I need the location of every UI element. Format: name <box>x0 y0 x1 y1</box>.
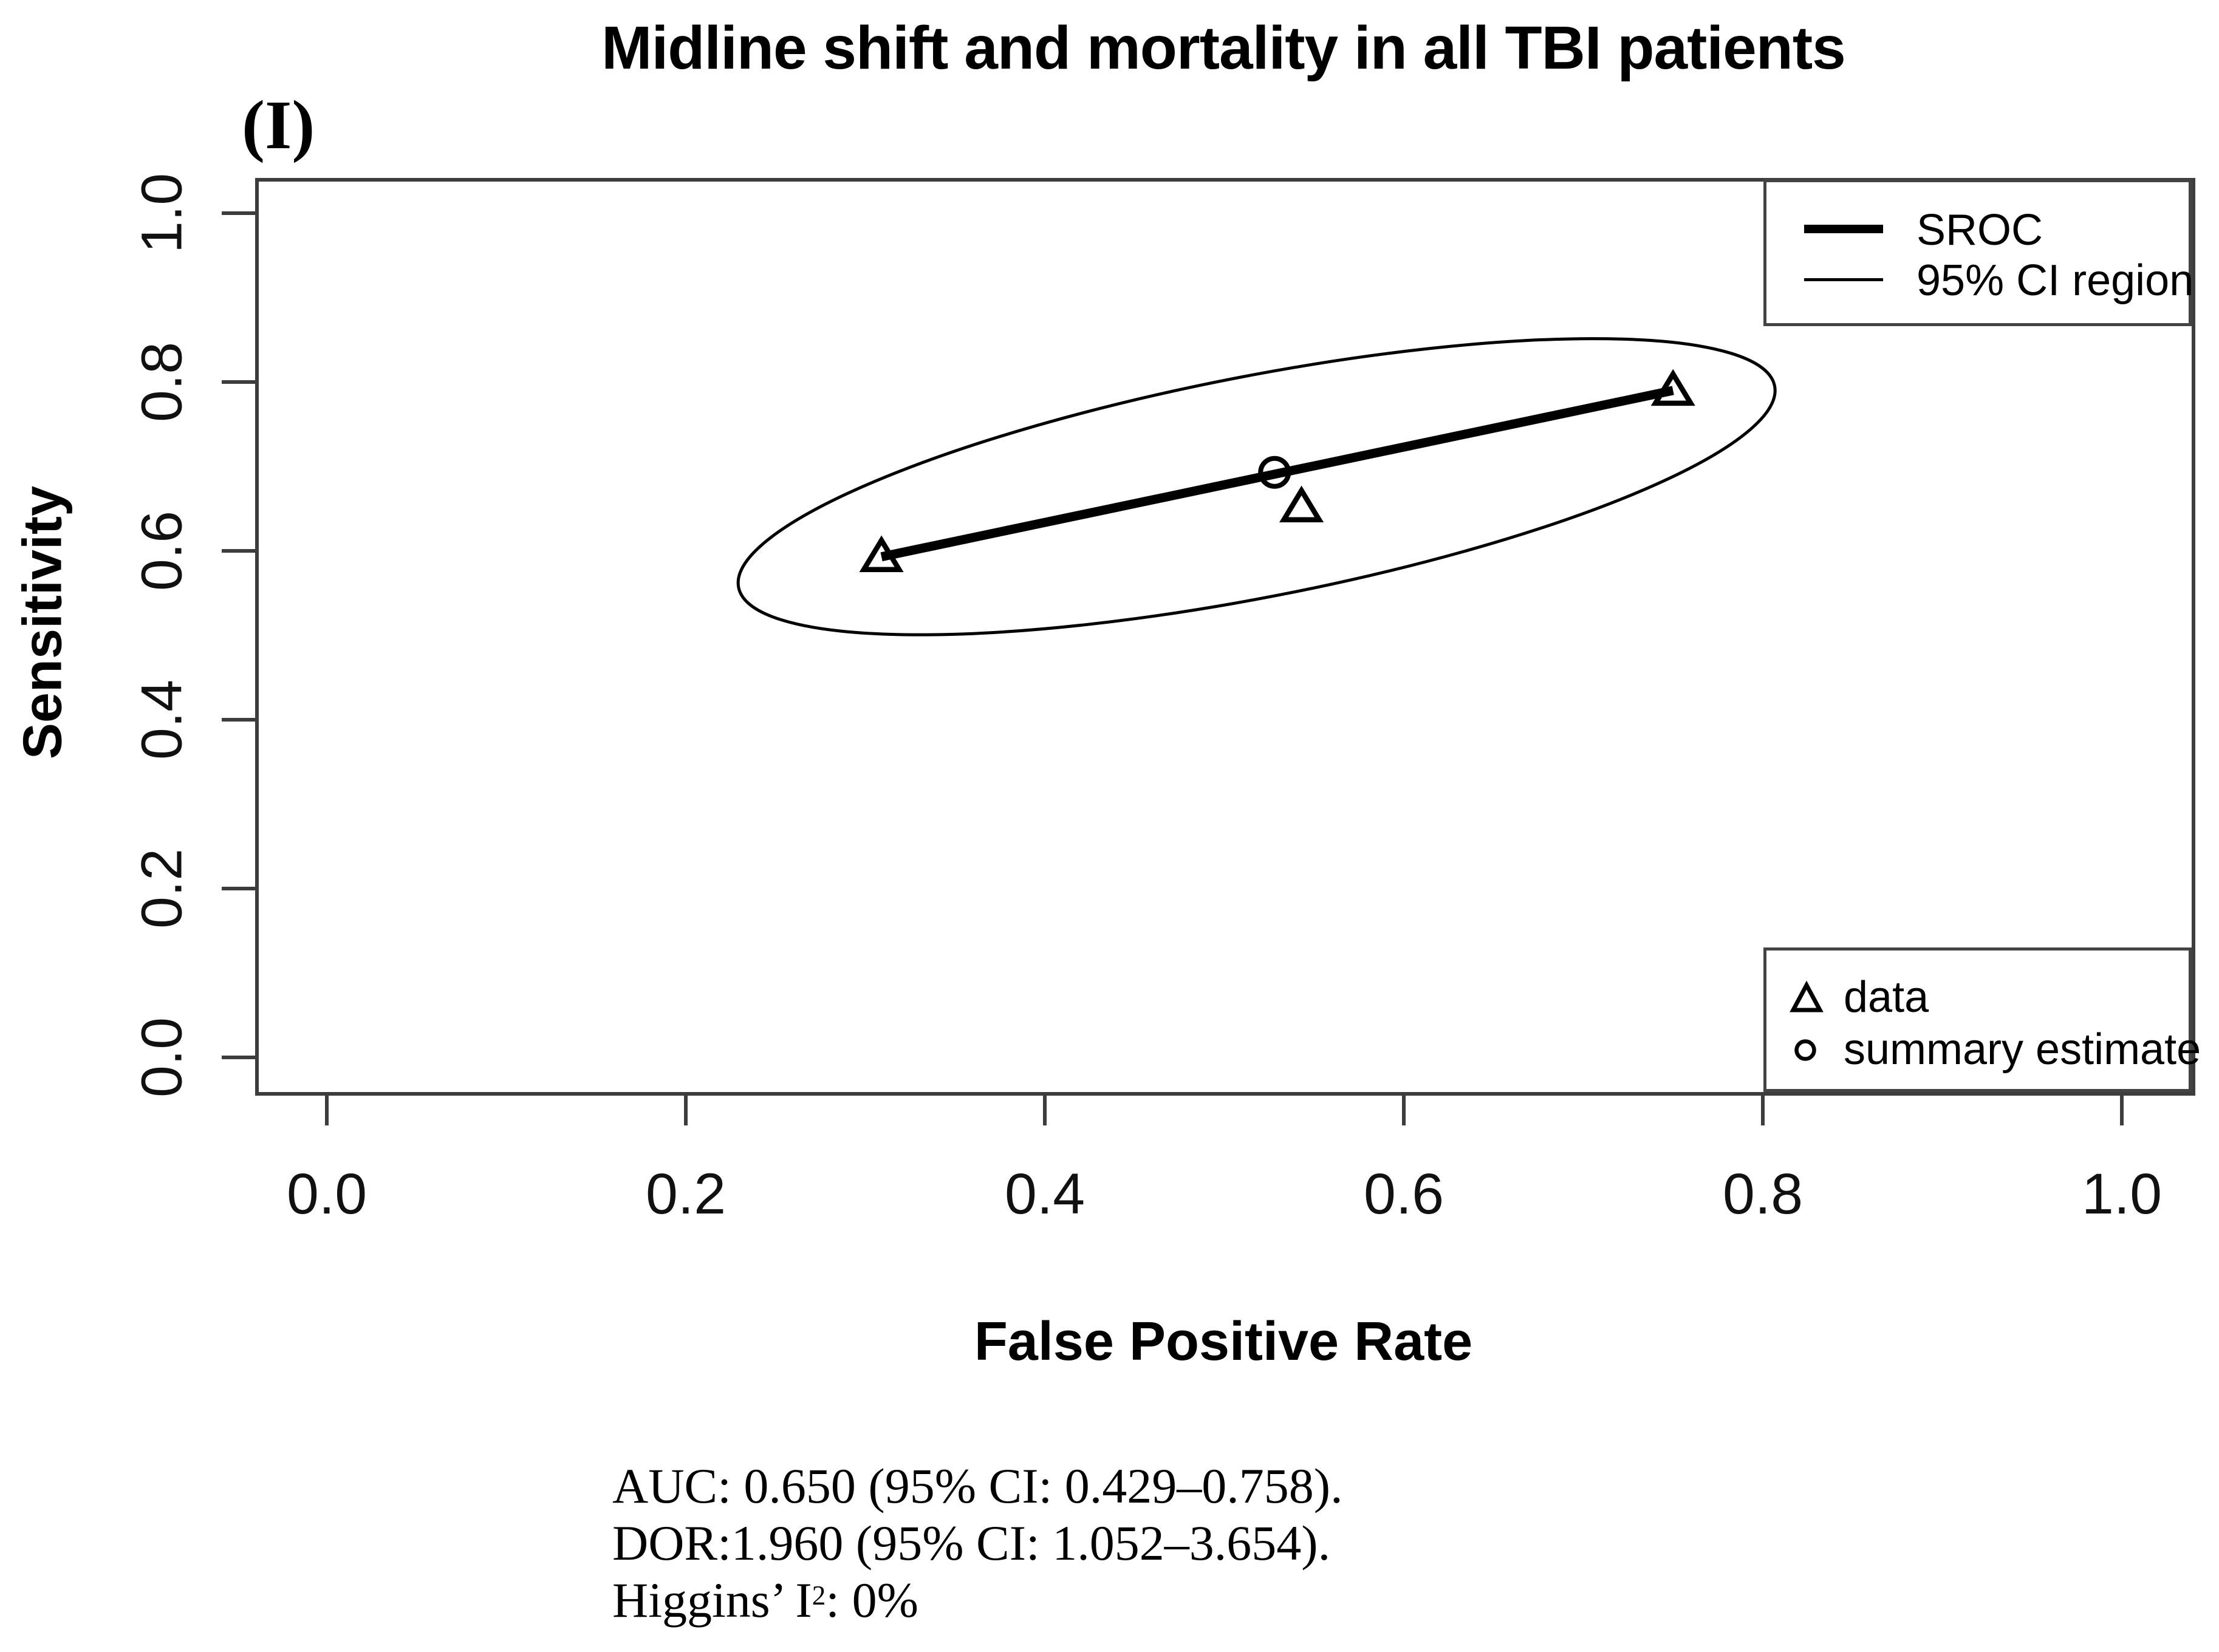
y-tick-label: 0.4 <box>129 679 194 760</box>
legend-summary-estimate-label: summary estimate <box>1844 1025 2201 1074</box>
x-tick-label: 0.0 <box>286 1162 368 1226</box>
y-tick-mark <box>222 718 255 722</box>
legend-sroc-box: SROC 95% CI region <box>1763 179 2194 326</box>
x-tick-label: 0.6 <box>1363 1162 1445 1226</box>
y-tick-label: 0.2 <box>129 848 194 929</box>
panel-label: (I) <box>242 86 315 163</box>
sroc-line <box>880 386 1674 562</box>
y-tick-label: 0.8 <box>129 341 194 423</box>
legend-points-box: data summary estimate <box>1763 947 2201 1092</box>
plot-frame <box>255 178 2195 1096</box>
x-tick-mark <box>1043 1092 1047 1125</box>
x-tick-mark <box>684 1092 688 1125</box>
x-tick-label: 0.8 <box>1722 1162 1804 1226</box>
x-tick-mark <box>1761 1092 1765 1125</box>
y-tick-label: 1.0 <box>129 172 194 254</box>
chart-title: Midline shift and mortality in all TBI p… <box>601 14 1846 82</box>
legend-data-label: data <box>1844 973 1929 1022</box>
higgins-suffix: : 0% <box>826 1572 918 1628</box>
y-tick-mark <box>222 887 255 890</box>
higgins-line: Higgins’ I2: 0% <box>612 1572 1343 1636</box>
higgins-prefix: Higgins’ I <box>612 1572 812 1628</box>
y-tick-label: 0.0 <box>129 1017 194 1098</box>
y-axis-title: Sensitivity <box>12 485 74 760</box>
x-tick-mark <box>1402 1092 1406 1125</box>
ci-thin-line-icon <box>1804 278 1883 281</box>
x-tick-label: 0.2 <box>645 1162 727 1226</box>
x-tick-mark <box>2120 1092 2124 1125</box>
y-tick-mark <box>222 1056 255 1059</box>
legend-sroc-label: SROC <box>1916 206 2043 254</box>
dor-line: DOR:1.960 (95% CI: 1.052–3.654). <box>612 1515 1331 1571</box>
y-tick-label: 0.6 <box>129 510 194 592</box>
x-tick-label: 0.4 <box>1004 1162 1086 1226</box>
triangle-icon <box>1790 981 1824 1012</box>
ci-region-ellipse <box>736 337 1777 637</box>
x-tick-label: 1.0 <box>2081 1162 2163 1226</box>
circle-icon <box>1794 1039 1816 1061</box>
y-tick-mark <box>222 549 255 553</box>
y-tick-mark <box>222 211 255 215</box>
sroc-thick-line-icon <box>1804 225 1883 233</box>
higgins-superscript: 2 <box>812 1580 826 1611</box>
auc-line: AUC: 0.650 (95% CI: 0.429–0.758). <box>612 1458 1343 1514</box>
data-point-triangle <box>1279 485 1324 522</box>
x-tick-mark <box>325 1092 329 1125</box>
x-axis-title: False Positive Rate <box>974 1311 1473 1372</box>
legend-ci-region-label: 95% CI region <box>1916 256 2194 305</box>
y-tick-mark <box>222 380 255 384</box>
stats-block: AUC: 0.650 (95% CI: 0.429–0.758). DOR:1.… <box>612 1458 1343 1636</box>
